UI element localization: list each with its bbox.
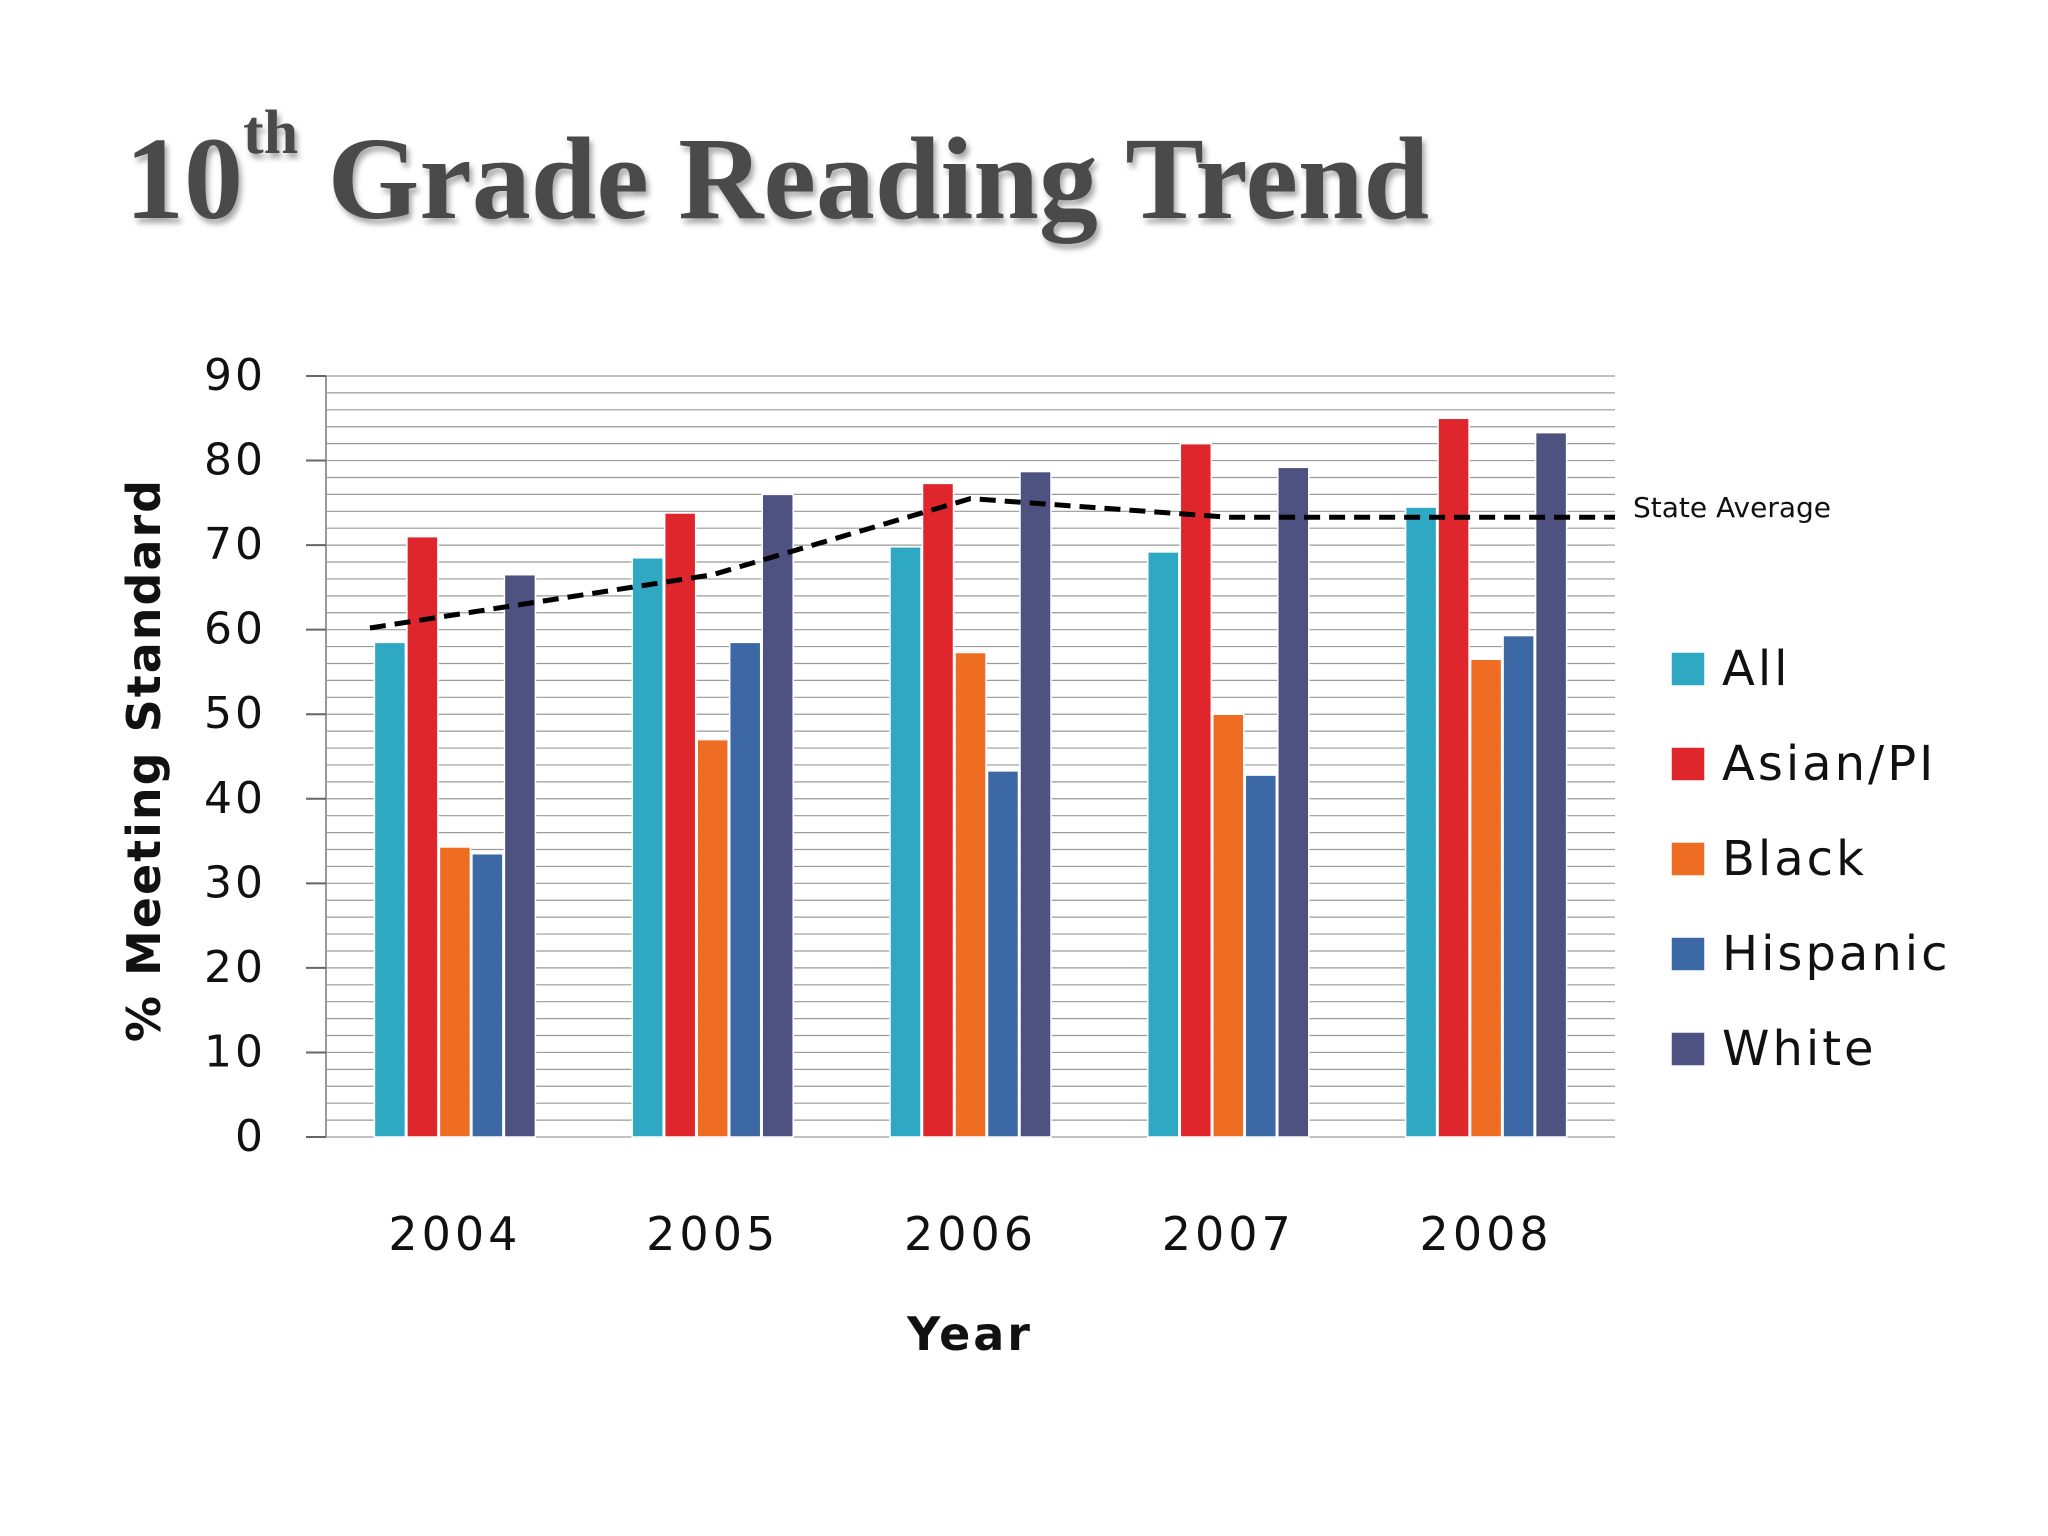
legend-label: White — [1722, 1021, 1877, 1077]
page-title: 10th Grade Reading Trend — [125, 102, 1429, 238]
x-tick-label: 2008 — [1420, 1207, 1553, 1261]
bar-black-2006 — [954, 651, 987, 1138]
bar-all-2005 — [631, 557, 664, 1138]
bar-black-2004 — [438, 846, 472, 1138]
bar-white-2008 — [1534, 431, 1568, 1138]
x-tick-label: 2005 — [646, 1207, 779, 1261]
legend-label: Black — [1722, 831, 1867, 887]
legend-label: Asian/PI — [1722, 736, 1936, 792]
bar-white-2006 — [1019, 470, 1052, 1138]
bar-black-2008 — [1469, 658, 1503, 1138]
legend-swatch-asianpi — [1670, 746, 1706, 782]
axes: 0 10 20 30 40 50 60 70 80 90 — [204, 350, 327, 1162]
y-tick-label: 90 — [204, 350, 266, 401]
title-rest: Grade Reading Trend — [298, 113, 1430, 244]
bar-hispanic-2005 — [728, 641, 762, 1138]
bar-white-2007 — [1277, 466, 1310, 1138]
legend-label: All — [1722, 641, 1791, 697]
bar-hispanic-2004 — [471, 852, 504, 1138]
y-tick-label: 10 — [204, 1026, 266, 1077]
bars — [373, 417, 1568, 1138]
bar-hispanic-2006 — [986, 770, 1020, 1138]
y-tick-label: 60 — [204, 604, 266, 655]
bar-black-2005 — [696, 738, 729, 1138]
y-tick-label: 80 — [204, 435, 266, 486]
bar-hispanic-2007 — [1244, 774, 1278, 1138]
bar-white-2005 — [761, 493, 794, 1138]
legend-label: Hispanic — [1722, 926, 1950, 982]
x-axis-title: Year — [906, 1307, 1033, 1361]
y-tick-label: 30 — [204, 857, 266, 908]
bar-white-2004 — [503, 573, 537, 1138]
y-tick-label: 20 — [204, 942, 266, 993]
legend: All Asian/PI Black Hispanic White — [1670, 641, 1950, 1077]
title-superscript: th — [243, 99, 299, 167]
state-average-label: State Average — [1633, 491, 1831, 524]
bar-all-2006 — [889, 546, 922, 1138]
legend-swatch-black — [1670, 841, 1706, 877]
bar-all-2004 — [373, 641, 407, 1138]
bar-asianpi-2007 — [1179, 442, 1213, 1138]
legend-swatch-white — [1670, 1031, 1706, 1067]
y-tick-label: 70 — [204, 519, 266, 570]
bar-black-2007 — [1212, 713, 1245, 1138]
y-tick-label: 50 — [204, 688, 266, 739]
bar-hispanic-2008 — [1502, 634, 1535, 1138]
bar-asianpi-2004 — [406, 535, 439, 1138]
bar-asianpi-2008 — [1437, 417, 1470, 1138]
x-tick-label: 2004 — [388, 1207, 521, 1261]
title-main: 10 — [125, 113, 243, 244]
bar-all-2008 — [1404, 506, 1438, 1138]
x-tick-label: 2006 — [904, 1207, 1037, 1261]
state-average-path — [369, 496, 1615, 631]
bar-asianpi-2006 — [921, 482, 955, 1138]
legend-swatch-hispanic — [1670, 936, 1706, 972]
state-average-line: State Average — [369, 491, 1831, 631]
bar-asianpi-2005 — [663, 512, 697, 1138]
axis-labels: 2004 2005 2006 2007 2008 Year % Meeting Standa… — [117, 478, 1553, 1361]
x-tick-label: 2007 — [1162, 1207, 1295, 1261]
y-axis-title: % Meeting Standard — [117, 478, 171, 1042]
legend-swatch-all — [1670, 651, 1706, 687]
y-tick-label: 0 — [235, 1111, 266, 1162]
y-tick-label: 40 — [204, 773, 266, 824]
bar-all-2007 — [1147, 551, 1180, 1138]
